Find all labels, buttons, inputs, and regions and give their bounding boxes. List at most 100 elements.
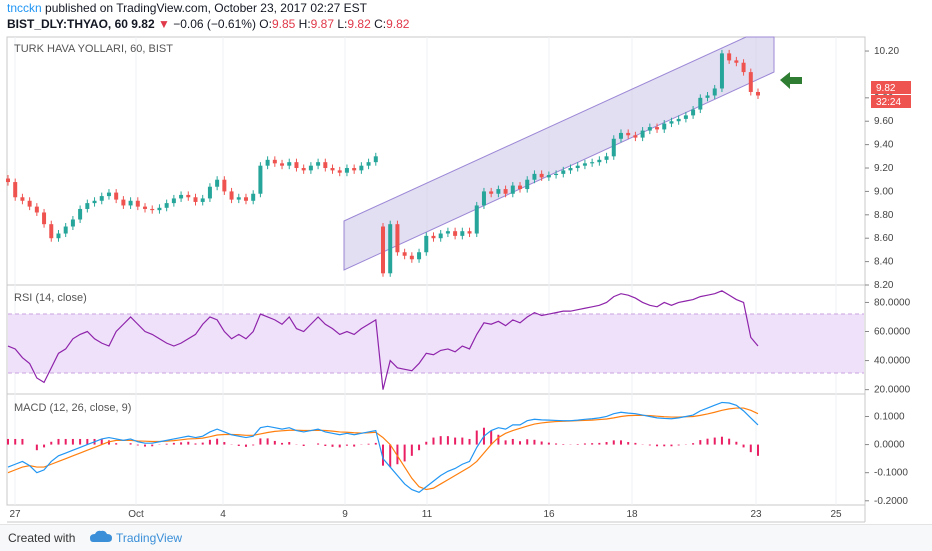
candle	[70, 219, 75, 227]
candle	[409, 255, 414, 260]
candle	[352, 168, 357, 171]
candle	[200, 198, 205, 202]
down-triangle-icon: ▼	[157, 17, 170, 31]
candle	[78, 208, 83, 220]
candle	[705, 95, 710, 98]
candle	[27, 200, 32, 207]
candle	[114, 192, 119, 200]
candle	[157, 207, 162, 211]
ascending-channel[interactable]	[343, 36, 775, 271]
open-label: O:	[259, 17, 272, 31]
candle	[741, 62, 746, 73]
candle	[243, 197, 248, 201]
candle	[265, 159, 270, 166]
candle	[171, 198, 176, 204]
candle	[546, 175, 551, 178]
candle	[691, 109, 696, 116]
candle	[503, 189, 508, 194]
candle	[63, 226, 68, 234]
left-arrow-icon	[780, 72, 802, 89]
price-axis-tick-label: 9.40	[874, 140, 894, 151]
macd-axis-tick-label: 0.1000	[874, 411, 905, 422]
candle	[590, 162, 595, 164]
candle	[258, 165, 263, 194]
candle	[582, 163, 587, 166]
candle	[193, 197, 198, 202]
candle	[56, 233, 61, 239]
time-axis-tick-label: 25	[830, 509, 842, 520]
change-value: −0.06 (−0.61%)	[173, 17, 256, 31]
candle	[34, 206, 39, 213]
candle	[481, 191, 486, 206]
rsi-axis-tick-label: 40.0000	[874, 356, 911, 367]
candle	[655, 127, 660, 130]
candle	[135, 200, 140, 207]
candle	[568, 168, 573, 171]
tradingview-link[interactable]: TradingView	[116, 531, 183, 545]
time-axis-tick-label: 4	[220, 509, 226, 520]
close-value: 9.82	[386, 17, 410, 31]
candle	[121, 199, 126, 206]
price-axis-tick-label: 10.20	[874, 46, 899, 57]
candle	[402, 252, 407, 256]
candle	[683, 115, 688, 119]
candle	[344, 168, 349, 173]
candle	[647, 127, 652, 131]
candle	[554, 173, 559, 176]
candle	[474, 205, 479, 234]
candle	[424, 235, 429, 253]
candle	[561, 170, 566, 174]
candle	[388, 224, 393, 274]
chart-canvas[interactable]: 10.209.809.609.409.209.008.808.608.408.2…	[0, 0, 932, 524]
candle	[676, 118, 681, 122]
low-value: 9.82	[347, 17, 371, 31]
candle	[222, 179, 227, 192]
candle	[373, 156, 378, 163]
time-axis-tick-label: Oct	[128, 509, 144, 520]
candle	[20, 197, 25, 201]
candle	[518, 185, 523, 190]
high-label: H:	[298, 17, 311, 31]
rsi-line	[7, 290, 759, 390]
author-link[interactable]: tncckn	[7, 1, 42, 15]
rsi-axis-tick-label: 60.0000	[874, 327, 911, 338]
candle	[748, 72, 753, 92]
candle	[359, 165, 364, 171]
candle	[669, 121, 674, 124]
candle	[272, 159, 277, 164]
last-price: 9.82	[131, 17, 155, 31]
candle	[381, 226, 385, 274]
candle	[633, 135, 638, 138]
candle	[164, 203, 169, 208]
price-axis-tick-label: 9.20	[874, 163, 894, 174]
candle	[438, 233, 443, 239]
candle	[106, 192, 111, 197]
macd-axis-tick-label: -0.1000	[874, 468, 908, 479]
candle	[308, 165, 313, 171]
candle	[251, 193, 256, 201]
candle	[316, 162, 321, 166]
candle	[460, 231, 465, 236]
footer: Created with TradingView	[0, 524, 932, 551]
candle	[611, 138, 616, 157]
macd-pane-title: MACD (12, 26, close, 9)	[14, 402, 131, 414]
candle	[727, 53, 732, 61]
tradingview-cloud-icon	[90, 530, 112, 542]
candle	[42, 212, 47, 225]
countdown-badge	[871, 95, 911, 108]
candle	[756, 91, 760, 96]
candle	[150, 208, 155, 211]
symbol-label: BIST_DLY:THYAO, 60	[7, 17, 128, 31]
candle	[618, 132, 623, 139]
candle	[604, 156, 609, 160]
time-axis-tick-label: 27	[9, 509, 21, 520]
candle	[99, 196, 104, 201]
price-axis-tick-label: 9.60	[874, 116, 894, 127]
candle	[337, 170, 342, 173]
rsi-axis-tick-label: 20.0000	[874, 385, 911, 396]
candle	[640, 130, 645, 138]
candle	[489, 191, 494, 194]
time-axis-tick-label: 9	[342, 509, 348, 520]
candle	[6, 178, 10, 183]
macd-axis-tick-label: -0.2000	[874, 496, 908, 507]
